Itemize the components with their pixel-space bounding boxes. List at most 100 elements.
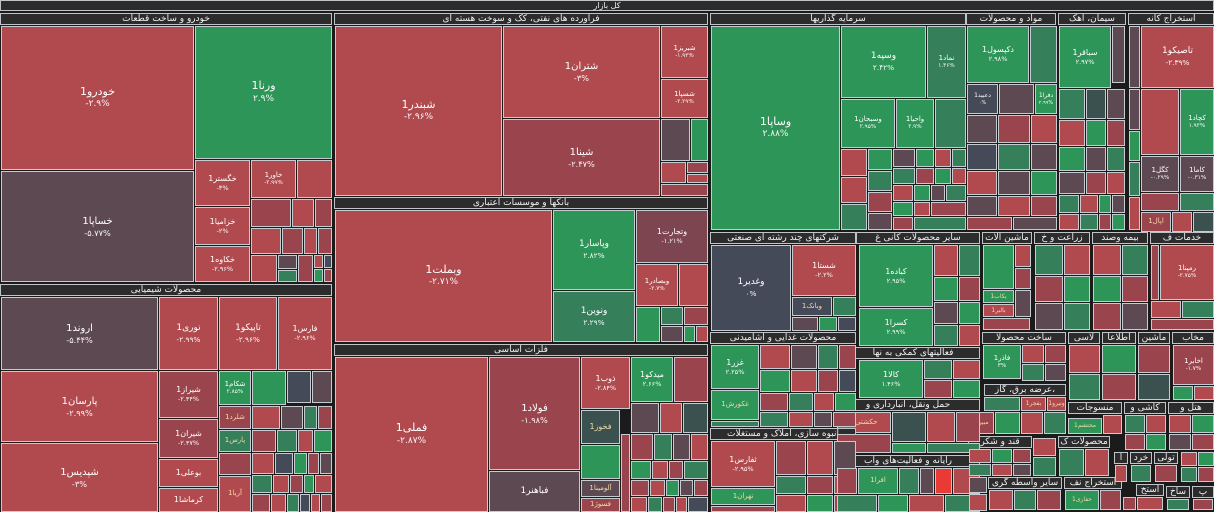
- stock-tile-small[interactable]: [1194, 386, 1214, 400]
- stock-tile-small[interactable]: [899, 468, 919, 494]
- stock-tile[interactable]: دفرا1 ۲.۹۹%: [1035, 84, 1057, 114]
- stock-tile-small[interactable]: [969, 464, 991, 476]
- stock-tile-small[interactable]: [1080, 195, 1098, 213]
- stock-tile[interactable]: غزر1 ۲.۲۵%: [711, 345, 759, 389]
- stock-tile-small[interactable]: [661, 326, 683, 342]
- stock-tile-small[interactable]: [278, 270, 297, 282]
- stock-tile-small[interactable]: [1151, 301, 1181, 318]
- stock-tile-small[interactable]: [914, 202, 930, 216]
- stock-tile[interactable]: آریا1: [219, 476, 251, 512]
- sector-header-it[interactable]: رایانه و فعالیت‌های واب: [836, 455, 980, 467]
- stock-tile-small[interactable]: [969, 449, 991, 463]
- stock-tile-small[interactable]: [654, 434, 672, 460]
- stock-tile-small[interactable]: [308, 453, 319, 474]
- stock-tile-small[interactable]: [789, 412, 813, 427]
- stock-tile-small[interactable]: [916, 149, 934, 167]
- sector-header-misc-a[interactable]: ا: [1114, 452, 1128, 464]
- stock-tile-small[interactable]: [868, 213, 892, 230]
- stock-tile[interactable]: وسبحان1 ۲.۹۵%: [841, 99, 895, 148]
- stock-tile-small[interactable]: [1129, 162, 1140, 196]
- stock-tile-small[interactable]: [252, 475, 272, 493]
- stock-tile-small[interactable]: [1138, 374, 1170, 400]
- stock-tile-small[interactable]: [298, 255, 313, 282]
- stock-tile[interactable]: وبصادر1 -۲.۷%: [636, 264, 678, 306]
- stock-tile-small[interactable]: [837, 468, 857, 494]
- stock-tile-small[interactable]: [959, 277, 980, 301]
- stock-tile-small[interactable]: [1064, 245, 1090, 275]
- stock-tile-small[interactable]: [252, 494, 270, 512]
- stock-tile[interactable]: فخوز1: [581, 410, 620, 444]
- stock-tile-small[interactable]: [252, 453, 274, 474]
- stock-tile-small[interactable]: [631, 461, 651, 479]
- stock-tile-small[interactable]: [924, 380, 952, 398]
- stock-tile-small[interactable]: [1093, 276, 1121, 302]
- stock-tile-small[interactable]: [1099, 214, 1111, 230]
- stock-tile-small[interactable]: [1035, 276, 1063, 302]
- stock-tile-small[interactable]: [696, 326, 708, 342]
- stock-tile-small[interactable]: [992, 449, 1012, 463]
- stock-tile-small[interactable]: [893, 185, 913, 201]
- stock-tile-small[interactable]: [935, 468, 952, 494]
- stock-tile-small[interactable]: [281, 406, 303, 429]
- stock-tile-small[interactable]: [1059, 195, 1079, 213]
- stock-tile-small[interactable]: [998, 196, 1030, 216]
- stock-tile-small[interactable]: [818, 345, 838, 369]
- stock-tile-small[interactable]: [1035, 303, 1063, 330]
- sector-header-machinery[interactable]: ماشین آلات: [982, 232, 1032, 244]
- stock-tile-small[interactable]: [983, 318, 1030, 330]
- stock-tile-small[interactable]: [914, 185, 930, 201]
- stock-tile-small[interactable]: [959, 245, 980, 276]
- sector-header-extraction2[interactable]: استخ: [1136, 484, 1164, 496]
- stock-tile[interactable]: تهران1: [711, 488, 775, 505]
- stock-tile-small[interactable]: [1181, 452, 1197, 466]
- sector-header-agriculture[interactable]: زراعت و خ: [1034, 232, 1090, 244]
- stock-tile[interactable]: فولاد1 -۱.۹۸%: [489, 357, 580, 470]
- stock-tile-small[interactable]: [893, 168, 915, 184]
- stock-tile[interactable]: شکام1 ۲.۸۵%: [219, 371, 251, 405]
- stock-tile-small[interactable]: [1093, 245, 1121, 275]
- sector-header-production[interactable]: تولی: [1154, 452, 1178, 464]
- sector-header-investment[interactable]: سرمایه گذاریها: [710, 13, 966, 25]
- stock-tile[interactable]: بکاب1: [983, 290, 1014, 303]
- stock-tile[interactable]: آلومینا1: [581, 480, 620, 497]
- stock-tile-small[interactable]: [1064, 303, 1090, 330]
- stock-tile-small[interactable]: [711, 421, 759, 427]
- stock-tile-small[interactable]: [621, 434, 630, 512]
- stock-tile-small[interactable]: [1146, 415, 1166, 433]
- stock-tile-small[interactable]: [297, 160, 332, 198]
- stock-tile[interactable]: کرماشا1: [159, 488, 218, 512]
- stock-tile-small[interactable]: [324, 269, 332, 282]
- stock-tile[interactable]: وسپه1 ۲.۴۲%: [841, 26, 926, 98]
- sector-header-real-estate[interactable]: انبوه سازی، املاک و مستغلات: [710, 428, 856, 440]
- stock-tile-small[interactable]: [1122, 276, 1148, 302]
- stock-tile[interactable]: محتشم1: [1068, 418, 1102, 434]
- stock-tile-small[interactable]: [252, 430, 276, 452]
- stock-tile[interactable]: افرا1: [858, 468, 898, 494]
- stock-tile-small[interactable]: [819, 317, 837, 331]
- sector-header-info[interactable]: اطلاعا: [1102, 332, 1136, 344]
- stock-tile-small[interactable]: [1181, 467, 1197, 482]
- stock-tile-small[interactable]: [1129, 197, 1140, 230]
- stock-tile-small[interactable]: [807, 441, 833, 475]
- stock-tile-small[interactable]: [914, 217, 966, 230]
- stock-tile-small[interactable]: [814, 412, 832, 427]
- stock-tile[interactable]: خاور1 -۲.۹۹%: [251, 160, 296, 198]
- stock-tile-small[interactable]: [1022, 364, 1044, 381]
- stock-tile-small[interactable]: [1172, 212, 1192, 232]
- stock-tile-small[interactable]: [967, 196, 997, 216]
- stock-tile[interactable]: دعبید1 ۰%: [967, 84, 998, 114]
- stock-tile[interactable]: پارسان1 -۲.۹۹%: [1, 371, 158, 442]
- stock-tile[interactable]: اخابر1 -۱.۷%: [1173, 345, 1214, 385]
- stock-tile-small[interactable]: [687, 174, 708, 183]
- stock-tile[interactable]: شبندر1 -۲.۹۶%: [335, 26, 502, 196]
- stock-tile-small[interactable]: [833, 297, 856, 316]
- stock-tile-small[interactable]: [648, 497, 662, 512]
- stock-tile[interactable]: اپال1: [1141, 212, 1171, 232]
- stock-tile-small[interactable]: [1167, 499, 1189, 510]
- stock-tile-small[interactable]: [684, 461, 708, 479]
- stock-tile-small[interactable]: [1115, 465, 1127, 482]
- stock-tile-small[interactable]: [277, 430, 297, 452]
- stock-tile-small[interactable]: [969, 494, 987, 511]
- sector-header-food[interactable]: محصولات غذایی و آشامیدنی: [710, 332, 856, 344]
- sector-header-cement[interactable]: سیمان، آهک: [1058, 13, 1126, 25]
